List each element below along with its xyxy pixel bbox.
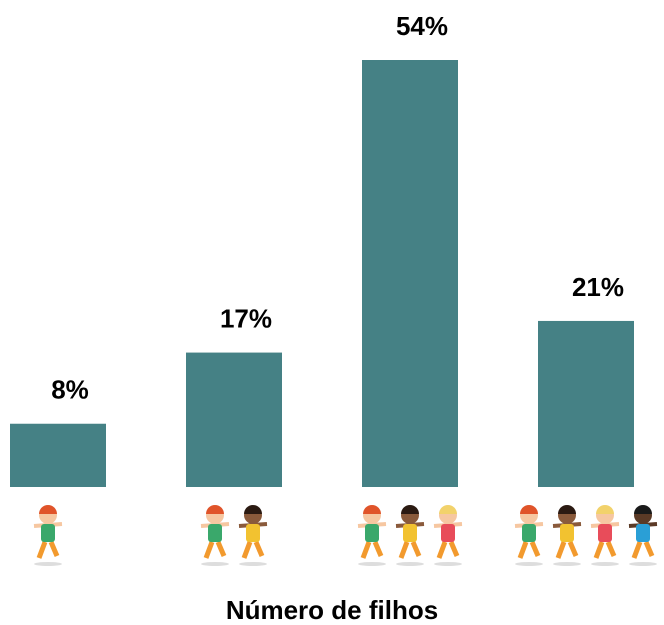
icon-leg (256, 542, 262, 556)
icon-leg (375, 542, 381, 556)
icon-leg (39, 542, 45, 558)
category-icon (515, 505, 657, 566)
icon-hair (634, 505, 652, 514)
icon-shadow (201, 562, 229, 566)
icon-leg (51, 542, 57, 556)
value-label: 21% (572, 272, 624, 302)
icon-hair (244, 505, 262, 514)
icon-hair (596, 505, 614, 514)
icon-leg (451, 542, 457, 556)
icon-body (522, 524, 536, 542)
icon-leg (596, 542, 602, 558)
icon-body (365, 524, 379, 542)
icon-shadow (553, 562, 581, 566)
bar (186, 353, 282, 487)
value-label: 54% (396, 11, 448, 41)
icon-leg (363, 542, 369, 558)
icon-hair (401, 505, 419, 514)
icon-hair (206, 505, 224, 514)
icon-hair (39, 505, 57, 514)
icon-shadow (629, 562, 657, 566)
icon-hair (439, 505, 457, 514)
icon-leg (244, 542, 250, 558)
icon-leg (218, 542, 224, 556)
icon-body (246, 524, 260, 542)
chart: Número de filhos 8% 17% 54% 21% (0, 0, 664, 625)
icon-leg (206, 542, 212, 558)
value-label: 17% (220, 303, 272, 333)
icon-body (636, 524, 650, 542)
icon-body (208, 524, 222, 542)
icon-leg (439, 542, 445, 558)
icon-body (41, 524, 55, 542)
bar (538, 321, 634, 487)
icon-leg (608, 542, 614, 556)
icon-leg (634, 542, 640, 558)
icon-shadow (434, 562, 462, 566)
icon-leg (413, 542, 419, 556)
category-icon (358, 505, 462, 566)
icon-hair (520, 505, 538, 514)
icon-shadow (239, 562, 267, 566)
icon-leg (532, 542, 538, 556)
icon-shadow (34, 562, 62, 566)
icon-shadow (358, 562, 386, 566)
category-icon (201, 505, 267, 566)
icon-hair (558, 505, 576, 514)
icon-leg (570, 542, 576, 556)
icon-shadow (396, 562, 424, 566)
bar (10, 424, 106, 487)
bar (362, 60, 458, 487)
icon-body (560, 524, 574, 542)
icon-hair (363, 505, 381, 514)
icon-leg (520, 542, 526, 558)
icon-leg (401, 542, 407, 558)
category-icon (34, 505, 62, 566)
icon-shadow (515, 562, 543, 566)
icon-leg (646, 542, 652, 556)
icon-leg (558, 542, 564, 558)
icon-body (441, 524, 455, 542)
icon-body (598, 524, 612, 542)
value-label: 8% (51, 375, 89, 405)
icon-shadow (591, 562, 619, 566)
x-axis-label: Número de filhos (226, 595, 438, 625)
icon-body (403, 524, 417, 542)
